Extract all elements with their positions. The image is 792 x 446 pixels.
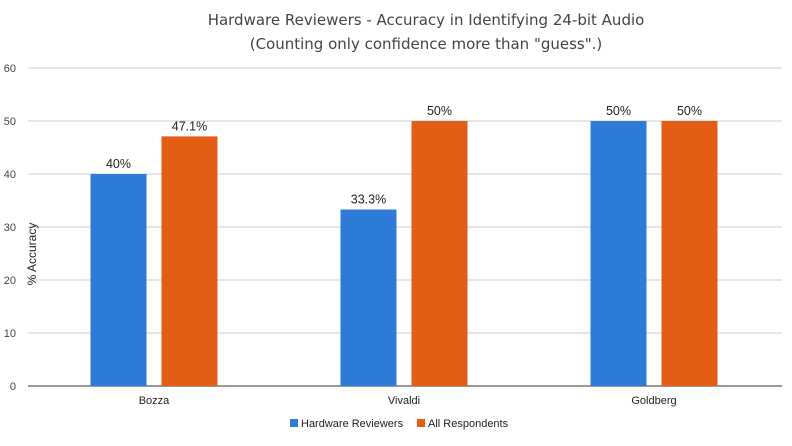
y-tick-label: 20 <box>4 275 16 287</box>
y-tick-label: 60 <box>4 63 16 75</box>
chart-subtitle: (Counting only confidence more than "gue… <box>250 35 603 53</box>
bar-bozza-all-respondents <box>161 136 218 386</box>
legend-label: Hardware Reviewers <box>301 418 404 430</box>
legend: Hardware Reviewers All Respondents <box>290 418 509 430</box>
data-label: 50% <box>427 104 452 118</box>
gridlines <box>28 67 782 387</box>
bar-vivaldi-hardware-reviewers <box>340 209 397 386</box>
legend-label: All Respondents <box>428 418 509 430</box>
data-label: 33.3% <box>351 193 386 207</box>
legend-swatch <box>290 419 298 427</box>
x-axis-categories: Bozza Vivaldi Goldberg <box>139 395 677 407</box>
y-tick-label: 40 <box>4 169 16 181</box>
y-tick-label: 50 <box>4 116 16 128</box>
bar-goldberg-hardware-reviewers <box>590 121 647 386</box>
data-label: 50% <box>606 104 631 118</box>
y-tick-label: 0 <box>10 381 16 393</box>
y-axis-title: % Accuracy <box>25 223 39 286</box>
x-category-label: Vivaldi <box>388 395 420 407</box>
x-category-label: Goldberg <box>631 395 676 407</box>
chart-title: Hardware Reviewers - Accuracy in Identif… <box>208 11 645 29</box>
bar-goldberg-all-respondents <box>661 121 718 386</box>
data-label: 50% <box>677 104 702 118</box>
x-category-label: Bozza <box>139 395 170 407</box>
data-label: 47.1% <box>172 119 207 133</box>
bars <box>90 121 718 386</box>
legend-swatch <box>417 419 425 427</box>
data-labels: 40% 47.1% 33.3% 50% 50% 50% <box>106 104 702 207</box>
data-label: 40% <box>106 157 131 171</box>
bar-bozza-hardware-reviewers <box>90 174 147 386</box>
y-axis-ticks: 0 10 20 30 40 50 60 <box>4 63 16 393</box>
y-tick-label: 30 <box>4 222 16 234</box>
bar-vivaldi-all-respondents <box>411 121 468 386</box>
y-tick-label: 10 <box>4 328 16 340</box>
